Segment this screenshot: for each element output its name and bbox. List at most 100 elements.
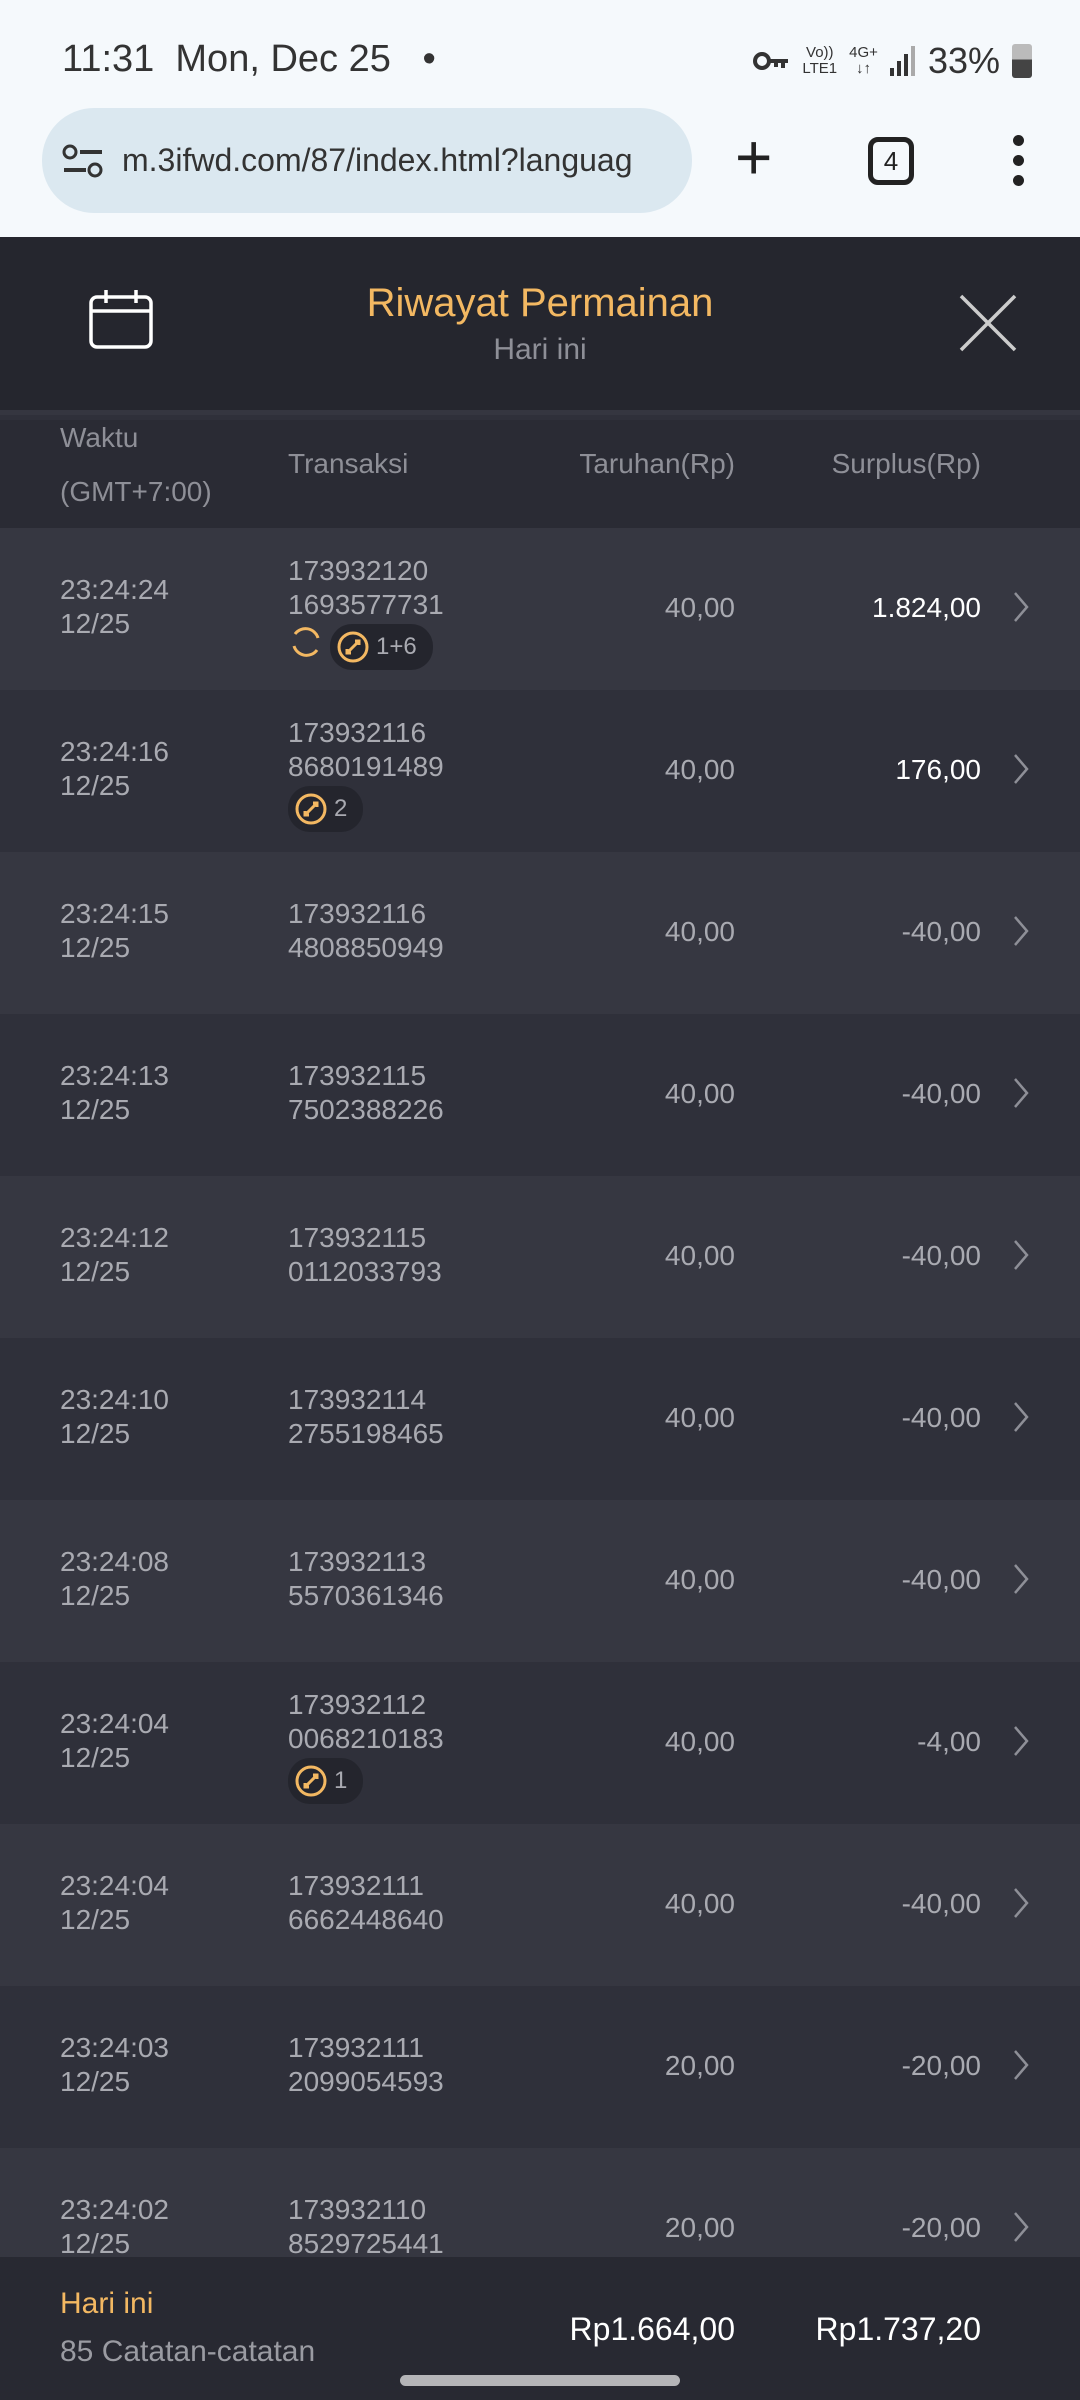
- row-bet: 20,00: [664, 2050, 735, 2081]
- tab-switcher-button[interactable]: 4: [868, 137, 914, 185]
- tx-id-line1: 173932112: [288, 1689, 427, 1720]
- col-timezone: (GMT+7:00): [60, 476, 212, 507]
- row-time: 23:24:04 12/25: [60, 1869, 169, 1937]
- table-row[interactable]: 23:24:12 12/25 173932115 0112033793 40,00 -40…: [0, 1176, 1080, 1338]
- table-row[interactable]: 23:24:04 12/25 173932111 6662448640 40,00 -40…: [0, 1824, 1080, 1986]
- url-text[interactable]: m.3ifwd.com/87/index.html?languag: [122, 142, 633, 178]
- feature-badge: 1+6: [330, 624, 433, 670]
- table-row[interactable]: 23:24:16 12/25 173932116 8680191489 2 40,00 17…: [0, 690, 1080, 852]
- row-transaction: 173932116 4808850949: [288, 897, 444, 965]
- time: 23:24:16: [60, 736, 169, 767]
- row-surplus: -4,00: [917, 1726, 981, 1757]
- tx-id-line1: 173932114: [288, 1384, 427, 1415]
- table-row[interactable]: 23:24:08 12/25 173932113 5570361346 40,00 -40…: [0, 1500, 1080, 1662]
- battery-percent: 33%: [927, 40, 1000, 81]
- row-transaction: 173932113 5570361346: [288, 1545, 444, 1613]
- row-surplus: -40,00: [901, 916, 981, 947]
- battery-icon: [1012, 44, 1032, 78]
- row-surplus: -40,00: [901, 1078, 981, 1109]
- tx-id-line2: 8529725441: [288, 2228, 444, 2257]
- table-row[interactable]: 23:24:10 12/25 173932114 2755198465 40,00 -40…: [0, 1338, 1080, 1500]
- chevron-right-icon[interactable]: [1012, 1076, 1030, 1110]
- feature-badge: 2: [288, 786, 364, 832]
- row-time: 23:24:13 12/25: [60, 1059, 169, 1127]
- row-transaction: 173932120 1693577731 1+6: [288, 554, 444, 670]
- row-time: 23:24:03 12/25: [60, 2031, 169, 2099]
- chevron-right-icon[interactable]: [1012, 590, 1030, 624]
- date: 12/25: [60, 608, 131, 639]
- row-time: 23:24:02 12/25: [60, 2193, 169, 2257]
- new-tab-button[interactable]: +: [735, 121, 773, 193]
- row-bet: 40,00: [664, 1078, 735, 1109]
- row-surplus: 1.824,00: [872, 592, 981, 623]
- row-surplus: -40,00: [901, 1888, 981, 1919]
- chevron-right-icon[interactable]: [1012, 2048, 1030, 2082]
- chevron-right-icon[interactable]: [1012, 1400, 1030, 1434]
- row-bet: 40,00: [664, 1240, 735, 1271]
- row-bet: 40,00: [664, 1564, 735, 1595]
- chevron-right-icon[interactable]: [1012, 2210, 1030, 2244]
- history-list[interactable]: 23:24:24 12/25 173932120 1693577731 1+6 40,00…: [0, 528, 1080, 2257]
- chevron-right-icon[interactable]: [1012, 1562, 1030, 1596]
- close-icon[interactable]: [958, 293, 1018, 353]
- time: 23:24:02: [60, 2194, 169, 2225]
- row-surplus: -40,00: [901, 1402, 981, 1433]
- home-indicator[interactable]: [400, 2375, 680, 2386]
- time: 23:24:10: [60, 1384, 169, 1415]
- row-surplus: -40,00: [901, 1564, 981, 1595]
- row-time: 23:24:10 12/25: [60, 1383, 169, 1451]
- notification-dot: •: [422, 38, 436, 80]
- date: 12/25: [60, 1256, 131, 1287]
- row-bet: 40,00: [664, 1888, 735, 1919]
- more-menu-icon[interactable]: [1008, 135, 1028, 186]
- table-row[interactable]: 23:24:24 12/25 173932120 1693577731 1+6 40,00…: [0, 528, 1080, 690]
- chevron-right-icon[interactable]: [1012, 1238, 1030, 1272]
- row-time: 23:24:12 12/25: [60, 1221, 169, 1289]
- chevron-right-icon[interactable]: [1012, 752, 1030, 786]
- footer-record-count: 85 Catatan-catatan: [60, 2335, 316, 2368]
- col-transaction: Transaksi: [288, 448, 409, 479]
- row-transaction: 173932110 8529725441: [288, 2193, 444, 2257]
- row-time: 23:24:08 12/25: [60, 1545, 169, 1613]
- date: 12/25: [60, 2228, 131, 2257]
- table-row[interactable]: 23:24:03 12/25 173932111 2099054593 20,00 -20…: [0, 1986, 1080, 2148]
- table-row[interactable]: 23:24:02 12/25 173932110 8529725441 20,00 -20…: [0, 2148, 1080, 2257]
- site-settings-icon[interactable]: [62, 144, 104, 178]
- table-row[interactable]: 23:24:04 12/25 173932112 0068210183 1 40,00 -4…: [0, 1662, 1080, 1824]
- row-transaction: 173932116 8680191489 2: [288, 716, 444, 832]
- row-time: 23:24:24 12/25: [60, 573, 169, 641]
- row-badges: 2: [288, 786, 444, 832]
- tx-id-line1: 173932113: [288, 1546, 427, 1577]
- col-time: Waktu: [60, 422, 139, 453]
- chevron-right-icon[interactable]: [1012, 1724, 1030, 1758]
- badge-count: 2: [334, 795, 348, 822]
- volte-indicator: Vo)) LTE1: [802, 44, 838, 77]
- tx-id-line1: 173932116: [288, 898, 427, 929]
- time: 23:24:04: [60, 1870, 169, 1901]
- badge-count: 1: [334, 1767, 348, 1794]
- feature-badge: 1: [288, 1758, 364, 1804]
- row-surplus: -40,00: [901, 1240, 981, 1271]
- status-bar: 11:31 Mon, Dec 25 • Vo)) LTE1 4G+ ↓↑ 33% m…: [0, 0, 1080, 237]
- footer-period: Hari ini: [60, 2287, 154, 2320]
- tx-id-line2: 6662448640: [288, 1904, 444, 1935]
- date: 12/25: [60, 1418, 131, 1449]
- network-indicator: 4G+ ↓↑: [849, 44, 878, 77]
- date: Mon, Dec 25: [175, 38, 391, 80]
- signal-icon: [889, 46, 915, 76]
- calendar-icon[interactable]: [88, 289, 154, 351]
- time: 23:24:04: [60, 1708, 169, 1739]
- tx-id-line1: 173932115: [288, 1060, 427, 1091]
- chevron-right-icon[interactable]: [1012, 914, 1030, 948]
- time: 23:24:08: [60, 1546, 169, 1577]
- chevron-right-icon[interactable]: [1012, 1886, 1030, 1920]
- tx-id-line2: 8680191489: [288, 751, 444, 782]
- page-subtitle[interactable]: Hari ini: [493, 333, 587, 366]
- row-transaction: 173932111 6662448640: [288, 1869, 444, 1937]
- address-bar[interactable]: m.3ifwd.com/87/index.html?languag: [42, 108, 692, 213]
- time: 23:24:15: [60, 898, 169, 929]
- table-row[interactable]: 23:24:15 12/25 173932116 4808850949 40,00 -40…: [0, 852, 1080, 1014]
- feature-icon: [295, 793, 327, 825]
- status-icons: Vo)) LTE1 4G+ ↓↑ 33%: [752, 40, 1032, 82]
- table-row[interactable]: 23:24:13 12/25 173932115 7502388226 40,00 -40…: [0, 1014, 1080, 1176]
